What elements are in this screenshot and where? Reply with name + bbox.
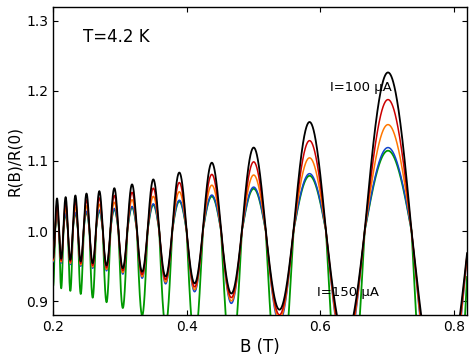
Text: I=150 μA: I=150 μA <box>317 286 379 299</box>
Text: T=4.2 K: T=4.2 K <box>83 28 150 46</box>
Y-axis label: R(B)/R(0): R(B)/R(0) <box>7 126 22 196</box>
X-axis label: B (T): B (T) <box>240 338 280 356</box>
Text: I=100 μA: I=100 μA <box>330 81 392 94</box>
